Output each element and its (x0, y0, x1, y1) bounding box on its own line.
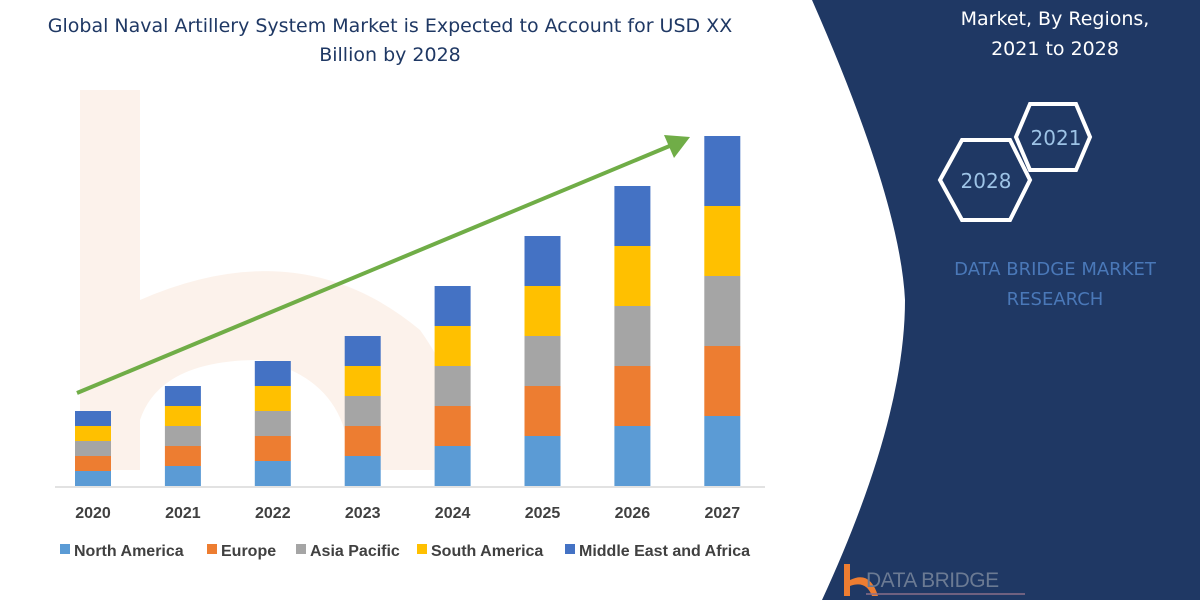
bar-segment-2023-europe (344, 426, 381, 456)
bar-segment-2025-north-america (524, 436, 561, 486)
x-tick-label: 2020 (75, 505, 111, 522)
bar-segment-2025-middle-east-and-africa (524, 236, 561, 286)
bar-segment-2020-north-america (75, 471, 111, 486)
legend-label: South America (431, 543, 543, 560)
bar-segment-2024-south-america (434, 326, 471, 366)
bar-segment-2023-middle-east-and-africa (344, 336, 381, 366)
bar-segment-2022-middle-east-and-africa (254, 361, 291, 386)
bar-segment-2026-europe (614, 366, 651, 426)
bar-segment-2027-asia-pacific (704, 276, 741, 346)
panel-heading: Market, By Regions, 2021 to 2028 (900, 4, 1200, 64)
bar-segment-2023-south-america (344, 366, 381, 396)
panel-heading-line: 2021 to 2028 (991, 38, 1119, 60)
legend-label: North America (74, 543, 184, 560)
bar-segment-2027-north-america (704, 416, 741, 486)
right-panel-background (812, 0, 1200, 600)
legend-label: Asia Pacific (310, 543, 400, 560)
bar-segment-2020-middle-east-and-africa (75, 411, 111, 426)
bar-segment-2021-asia-pacific (164, 426, 201, 446)
x-tick-label: 2022 (255, 505, 291, 522)
bar-segment-2020-asia-pacific (75, 441, 111, 456)
x-tick-label: 2023 (345, 505, 381, 522)
bar-segment-2025-europe (524, 386, 561, 436)
hex-year-2028: 2028 (961, 169, 1012, 193)
bar-segment-2020-south-america (75, 426, 111, 441)
bar-segment-2022-north-america (254, 461, 291, 486)
logo-icon (844, 564, 1025, 596)
legend-label: Middle East and Africa (579, 543, 750, 560)
bar-segment-2023-asia-pacific (344, 396, 381, 426)
bar-segment-2027-middle-east-and-africa (704, 136, 741, 206)
bar-segment-2026-middle-east-and-africa (614, 186, 651, 246)
hexagon-2028: 2028 (937, 138, 1033, 222)
x-tick-label: 2025 (525, 505, 561, 522)
legend-swatch (417, 544, 427, 554)
brand-line: RESEARCH (1006, 289, 1104, 310)
bar-segment-2025-asia-pacific (524, 336, 561, 386)
legend-swatch (207, 544, 217, 554)
hexagon-2021: 2021 (1013, 102, 1093, 172)
bar-segment-2021-middle-east-and-africa (164, 386, 201, 406)
bar-segment-2022-south-america (254, 386, 291, 411)
legend-swatch (296, 544, 306, 554)
chart-title: Global Naval Artillery System Market is … (47, 15, 733, 66)
legend-label: Europe (221, 543, 276, 560)
x-tick-label: 2026 (615, 505, 651, 522)
bar-segment-2026-south-america (614, 246, 651, 306)
logo-text: DATA BRIDGE (866, 569, 999, 592)
hex-year-2021: 2021 (1031, 126, 1082, 150)
x-tick-label: 2024 (435, 505, 471, 522)
bar-segment-2022-asia-pacific (254, 411, 291, 436)
bar-segment-2023-north-america (344, 456, 381, 486)
brand-watermark-text: DATA BRIDGE MARKET RESEARCH (920, 255, 1190, 315)
bar-segment-2021-europe (164, 446, 201, 466)
x-tick-label: 2027 (705, 505, 741, 522)
bar-segment-2024-north-america (434, 446, 471, 486)
legend-swatch (60, 544, 70, 554)
brand-line: DATA BRIDGE MARKET (954, 259, 1156, 280)
x-tick-label: 2021 (165, 505, 201, 522)
panel-heading-line: Market, By Regions, (960, 8, 1150, 30)
bar-segment-2024-europe (434, 406, 471, 446)
legend-swatch (565, 544, 575, 554)
bar-segment-2021-north-america (164, 466, 201, 486)
bar-segment-2026-asia-pacific (614, 306, 651, 366)
bar-segment-2026-north-america (614, 426, 651, 486)
bar-segment-2024-asia-pacific (434, 366, 471, 406)
bar-segment-2021-south-america (164, 406, 201, 426)
bar-segment-2027-europe (704, 346, 741, 416)
bar-segment-2027-south-america (704, 206, 741, 276)
bar-segment-2022-europe (254, 436, 291, 461)
bar-segment-2020-europe (75, 456, 111, 471)
bar-segment-2025-south-america (524, 286, 561, 336)
bar-segment-2024-middle-east-and-africa (434, 286, 471, 326)
trend-arrow (76, 135, 690, 395)
